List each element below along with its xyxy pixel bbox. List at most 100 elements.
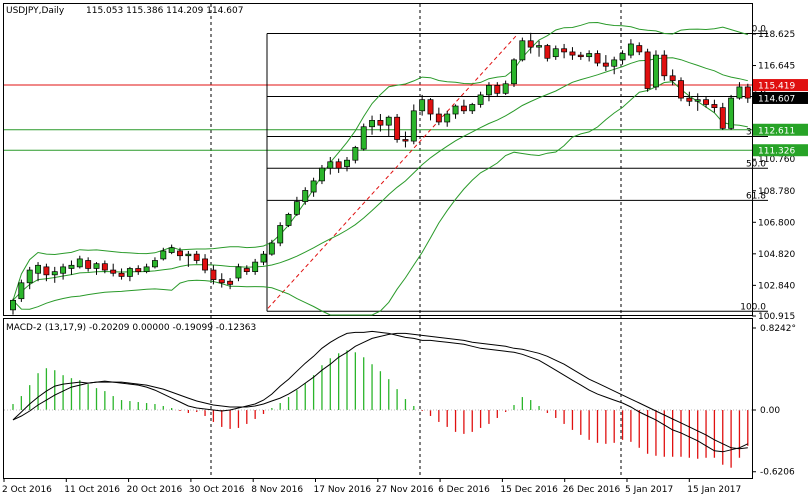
candle[interactable] — [477, 91, 484, 108]
candle[interactable] — [619, 50, 626, 65]
candle-body — [410, 110, 417, 142]
candle-body — [68, 264, 75, 269]
candle[interactable] — [218, 273, 225, 288]
candle[interactable] — [452, 104, 459, 119]
candle[interactable] — [627, 39, 634, 59]
candle[interactable] — [552, 45, 559, 60]
candle[interactable] — [519, 37, 526, 62]
candle[interactable] — [711, 99, 718, 113]
candle[interactable] — [293, 196, 300, 216]
macd-panel[interactable] — [3, 318, 753, 479]
candle[interactable] — [60, 263, 67, 280]
candle[interactable] — [694, 93, 701, 111]
candle[interactable] — [68, 260, 75, 275]
candle[interactable] — [35, 262, 42, 282]
candle[interactable] — [719, 102, 726, 130]
candle[interactable] — [143, 263, 150, 274]
candle[interactable] — [494, 82, 501, 97]
candle[interactable] — [703, 96, 710, 108]
candle[interactable] — [661, 50, 668, 81]
candle[interactable] — [636, 42, 643, 56]
candle[interactable] — [544, 43, 551, 62]
candle[interactable] — [126, 266, 133, 282]
candle[interactable] — [728, 94, 735, 130]
candle[interactable] — [168, 244, 175, 255]
candle[interactable] — [235, 263, 242, 282]
candle[interactable] — [260, 250, 267, 266]
candle-body — [669, 75, 676, 81]
candle[interactable] — [402, 131, 409, 148]
candle[interactable] — [18, 279, 25, 302]
candle[interactable] — [152, 257, 158, 269]
candle-body — [118, 272, 125, 277]
candle[interactable] — [527, 32, 534, 54]
candle[interactable] — [736, 82, 743, 100]
candle[interactable] — [377, 114, 384, 132]
candle[interactable] — [360, 123, 367, 151]
candle[interactable] — [10, 298, 16, 315]
candle[interactable] — [335, 158, 342, 173]
candle[interactable] — [678, 77, 684, 102]
candle[interactable] — [43, 263, 50, 282]
candle[interactable] — [611, 56, 618, 75]
candle[interactable] — [435, 107, 442, 126]
candle[interactable] — [227, 278, 234, 290]
candle[interactable] — [652, 50, 659, 91]
candle[interactable] — [594, 50, 601, 67]
candle[interactable] — [310, 177, 317, 197]
candle[interactable] — [427, 98, 434, 121]
time-tick-label: 2 Oct 2016 — [2, 485, 52, 495]
candle[interactable] — [210, 265, 217, 285]
candle[interactable] — [561, 43, 568, 59]
candle[interactable] — [536, 40, 543, 57]
candle[interactable] — [51, 266, 58, 283]
candle[interactable] — [118, 268, 125, 280]
candle[interactable] — [185, 250, 192, 267]
candle[interactable] — [419, 94, 426, 116]
candle[interactable] — [252, 258, 259, 275]
candle[interactable] — [177, 247, 183, 261]
candle[interactable] — [135, 265, 142, 275]
candlesticks[interactable] — [10, 32, 751, 315]
candle[interactable] — [352, 145, 359, 164]
candle[interactable] — [76, 255, 83, 269]
candle[interactable] — [502, 80, 509, 95]
candle[interactable] — [285, 212, 292, 228]
fibo-trend-line[interactable] — [267, 35, 517, 309]
candle[interactable] — [577, 51, 584, 60]
price-panel[interactable] — [3, 3, 753, 316]
candle[interactable] — [302, 187, 309, 205]
candle[interactable] — [385, 115, 392, 137]
candle[interactable] — [410, 104, 417, 145]
candle[interactable] — [193, 250, 200, 264]
candle[interactable] — [101, 260, 108, 274]
candle[interactable] — [644, 48, 651, 92]
candle[interactable] — [469, 102, 476, 115]
candle[interactable] — [344, 157, 350, 172]
candle[interactable] — [110, 263, 117, 277]
candle[interactable] — [569, 47, 576, 60]
candle[interactable] — [486, 82, 492, 102]
candle[interactable] — [277, 222, 284, 247]
candle[interactable] — [319, 164, 325, 185]
candle[interactable] — [586, 50, 593, 62]
candle[interactable] — [686, 91, 693, 107]
candle[interactable] — [93, 262, 100, 275]
candle-body — [636, 45, 643, 53]
candle[interactable] — [26, 266, 33, 290]
candle[interactable] — [85, 257, 92, 272]
candle[interactable] — [669, 69, 676, 86]
candle[interactable] — [394, 114, 401, 143]
candle[interactable] — [268, 239, 275, 256]
candle[interactable] — [243, 265, 250, 275]
candle[interactable] — [602, 55, 609, 72]
candle[interactable] — [511, 58, 517, 87]
candle[interactable] — [460, 99, 467, 115]
candle[interactable] — [444, 110, 451, 127]
candle[interactable] — [202, 254, 208, 274]
candle[interactable] — [160, 247, 167, 261]
candle[interactable] — [327, 157, 334, 175]
candle[interactable] — [744, 83, 751, 103]
candle[interactable] — [369, 115, 376, 135]
